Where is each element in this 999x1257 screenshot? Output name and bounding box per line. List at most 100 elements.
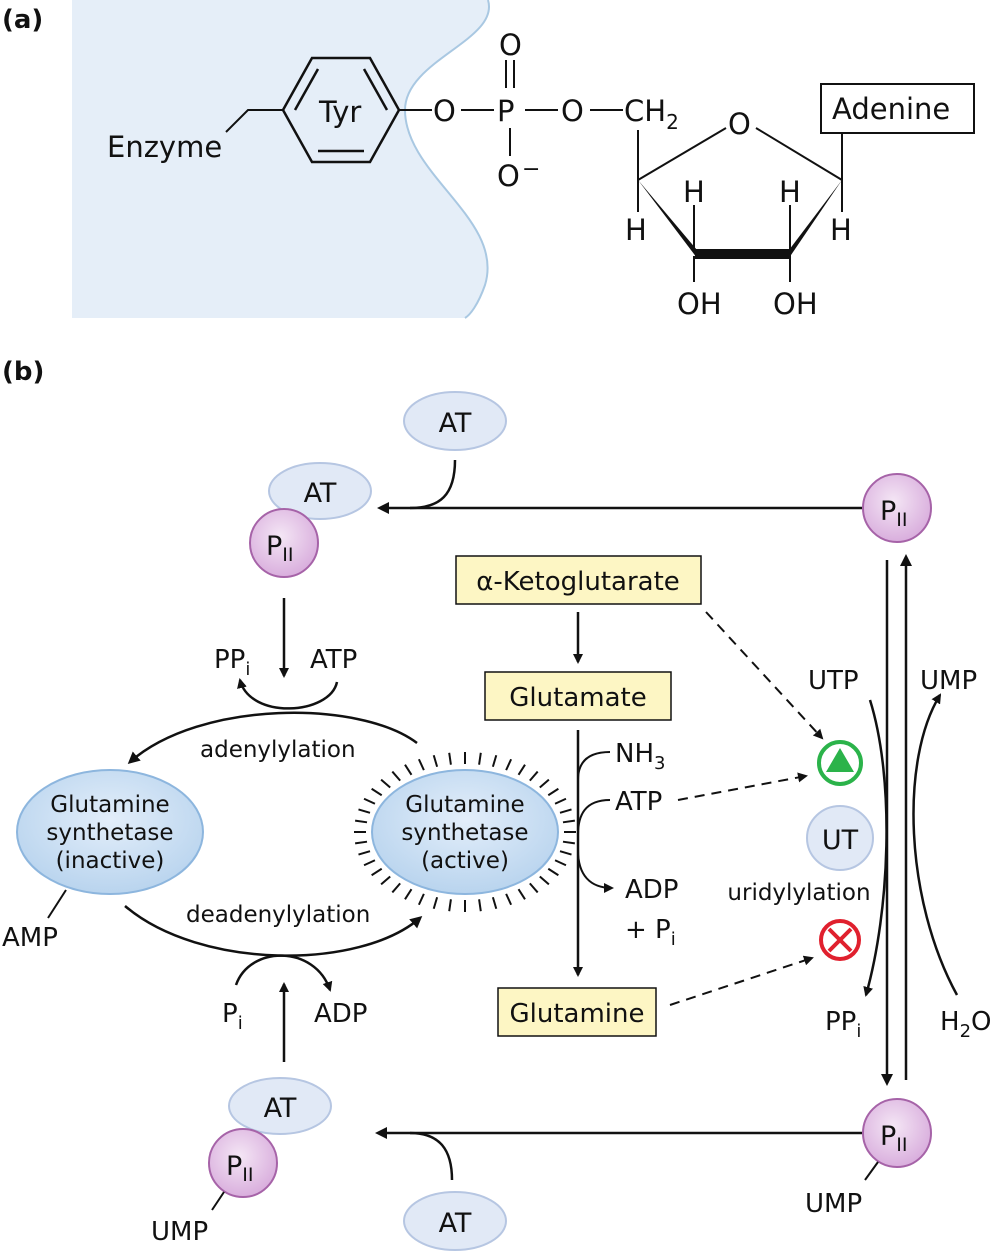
gs-active-activity-spikes — [354, 752, 576, 912]
pii-complex-top — [249, 508, 319, 578]
pii-complex-bottom — [208, 1128, 278, 1198]
amp-link — [47, 889, 67, 919]
at-complex-top — [268, 462, 372, 520]
activity-spike — [478, 899, 482, 912]
pii-complex-bottom-label: PII — [226, 1151, 254, 1186]
at-complex-bottom-label: AT — [264, 1093, 297, 1124]
ump-bottom-right-label: UMP — [805, 1189, 862, 1219]
nh3-input — [577, 751, 611, 781]
negative-charge: − — [522, 157, 540, 182]
h-c2: H — [779, 175, 801, 209]
adp-output — [577, 849, 614, 893]
activity-spike — [354, 819, 368, 824]
enzyme-linker — [225, 109, 283, 133]
activity-spike — [559, 850, 572, 856]
at-complex-top-label: AT — [304, 478, 337, 509]
activity-spike — [432, 754, 439, 768]
activity-spike — [380, 875, 391, 886]
activity-spike — [391, 882, 401, 894]
atp-left-label: ATP — [310, 645, 357, 675]
activity-spike — [358, 808, 371, 814]
ump-bottom-left-label: UMP — [151, 1217, 208, 1247]
activity-spike — [371, 867, 383, 877]
activity-spike — [559, 808, 572, 814]
panel-a: (a) Enzyme Tyr O P O O − O CH2 — [2, 0, 975, 321]
plus-pi-label: + Pi — [625, 915, 676, 950]
panel-a-label: (a) — [2, 5, 43, 35]
activity-spike — [547, 787, 559, 797]
phosphorus: P — [497, 94, 515, 128]
adenylylation-label: adenylylation — [200, 737, 356, 763]
h-c1: H — [830, 213, 852, 247]
glutamate-label: Glutamate — [509, 683, 646, 713]
activity-spike — [417, 758, 425, 771]
nh3-label: NH3 — [615, 739, 665, 774]
hydroxyl-c2: OH — [773, 287, 818, 321]
atp-input — [577, 799, 611, 836]
adp-mid-label: ADP — [625, 875, 679, 905]
activity-spike — [517, 888, 526, 900]
glutamine-box — [497, 987, 657, 1037]
activity-spike — [505, 893, 513, 906]
at-free-top-label: AT — [439, 408, 472, 439]
glutamine-label: Glutamine — [509, 999, 644, 1029]
pii-uridylylated-label: PII — [880, 1121, 908, 1156]
arrow-at-join-bottom — [409, 1131, 454, 1181]
ump-link-right — [864, 1161, 879, 1181]
h2o-label: H2O — [940, 1007, 991, 1042]
alpha-ketoglutarate-label: α-Ketoglutarate — [476, 567, 680, 597]
tyr-label: Tyr — [318, 95, 361, 129]
inhibitor-icon — [819, 919, 861, 961]
gs-inactive-line3: (inactive) — [56, 848, 165, 874]
enzyme-label: Enzyme — [107, 130, 222, 164]
adenine-box — [820, 83, 975, 134]
activity-spike — [562, 840, 576, 845]
activity-spike — [371, 787, 383, 797]
adenine-label: Adenine — [832, 92, 950, 126]
ump-link-left — [211, 1191, 225, 1211]
ribose-ring — [637, 127, 843, 282]
anionic-oxygen: O — [497, 159, 520, 193]
activity-spike — [380, 778, 391, 789]
activity-spike — [363, 797, 376, 805]
amp-label: AMP — [2, 923, 58, 953]
ump-right-label: UMP — [920, 666, 977, 696]
phosphoryl-oxygen: O — [499, 28, 522, 62]
gs-active — [371, 769, 559, 895]
gs-active-line3: (active) — [421, 848, 509, 874]
activity-spike — [562, 819, 576, 824]
activity-spike — [448, 899, 452, 912]
gs-inactive-line2: synthetase — [46, 820, 173, 846]
activity-spike — [432, 896, 439, 910]
activity-spike — [554, 797, 567, 805]
activity-spike — [539, 778, 550, 789]
pi-left-label: Pi — [222, 999, 243, 1034]
ppi-left-label: PPi — [214, 645, 250, 680]
ppi-right-label: PPi — [825, 1007, 861, 1042]
at-free-bottom-label: AT — [439, 1208, 472, 1239]
h-c4: H — [625, 213, 647, 247]
gs-inactive — [16, 769, 204, 895]
enzyme-surface-edge — [403, 0, 491, 319]
arrow-h2o-to-ump — [912, 693, 959, 996]
atp-mid-label: ATP — [615, 787, 662, 817]
activity-spike — [363, 859, 376, 867]
glutamate-box — [484, 671, 672, 721]
ut-label: UT — [822, 825, 859, 856]
panel-b-label: (b) — [2, 357, 44, 387]
uridylylation-label: uridylylation — [727, 880, 870, 906]
at-free-top — [403, 391, 507, 451]
ut-enzyme — [806, 805, 874, 871]
pii-free-top-label: PII — [880, 496, 908, 531]
activity-spike — [491, 896, 498, 910]
activity-spike — [404, 888, 413, 900]
activity-spike — [529, 770, 539, 782]
activity-spike — [554, 859, 567, 867]
gs-active-line1: Glutamine — [405, 792, 524, 818]
activity-spike — [448, 752, 452, 765]
adp-left-label: ADP — [314, 999, 368, 1029]
at-complex-bottom — [228, 1077, 332, 1135]
deadenylylation-label: deadenylylation — [186, 902, 370, 928]
activity-spike — [354, 840, 368, 845]
